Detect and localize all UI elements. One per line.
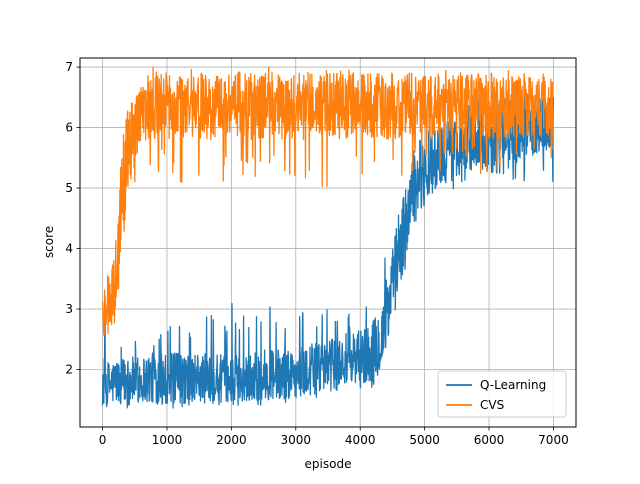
series-line-cvs — [101, 66, 555, 336]
legend: Q-Learning CVS — [437, 370, 567, 418]
y-tick-label: 5 — [65, 181, 73, 195]
axes-frame — [79, 57, 577, 428]
x-tick-label: 6000 — [474, 433, 505, 447]
y-tick-label: 2 — [65, 363, 73, 377]
legend-label-q-learning: Q-Learning — [480, 378, 546, 392]
legend-label-cvs: CVS — [480, 398, 504, 412]
x-tick-label: 2000 — [216, 433, 247, 447]
y-axis-label: score — [42, 226, 56, 258]
y-tick-label: 7 — [65, 60, 73, 74]
x-tick-label: 5000 — [409, 433, 440, 447]
y-tick-label: 6 — [65, 121, 73, 135]
series-line-q-learning — [101, 92, 555, 409]
x-tick-label: 3000 — [281, 433, 312, 447]
x-tick-label: 7000 — [538, 433, 569, 447]
y-tick-label: 3 — [65, 302, 73, 316]
ticks: 0 1000 2000 3000 4000 5000 6000 7000 2 3 4 5 6 7 — [65, 60, 568, 447]
x-tick-label: 1000 — [152, 433, 183, 447]
x-tick-label: 4000 — [345, 433, 376, 447]
y-tick-label: 4 — [65, 242, 73, 256]
x-tick-label: 0 — [99, 433, 107, 447]
x-axis-label: episode — [305, 457, 352, 471]
plot-area — [101, 66, 555, 409]
